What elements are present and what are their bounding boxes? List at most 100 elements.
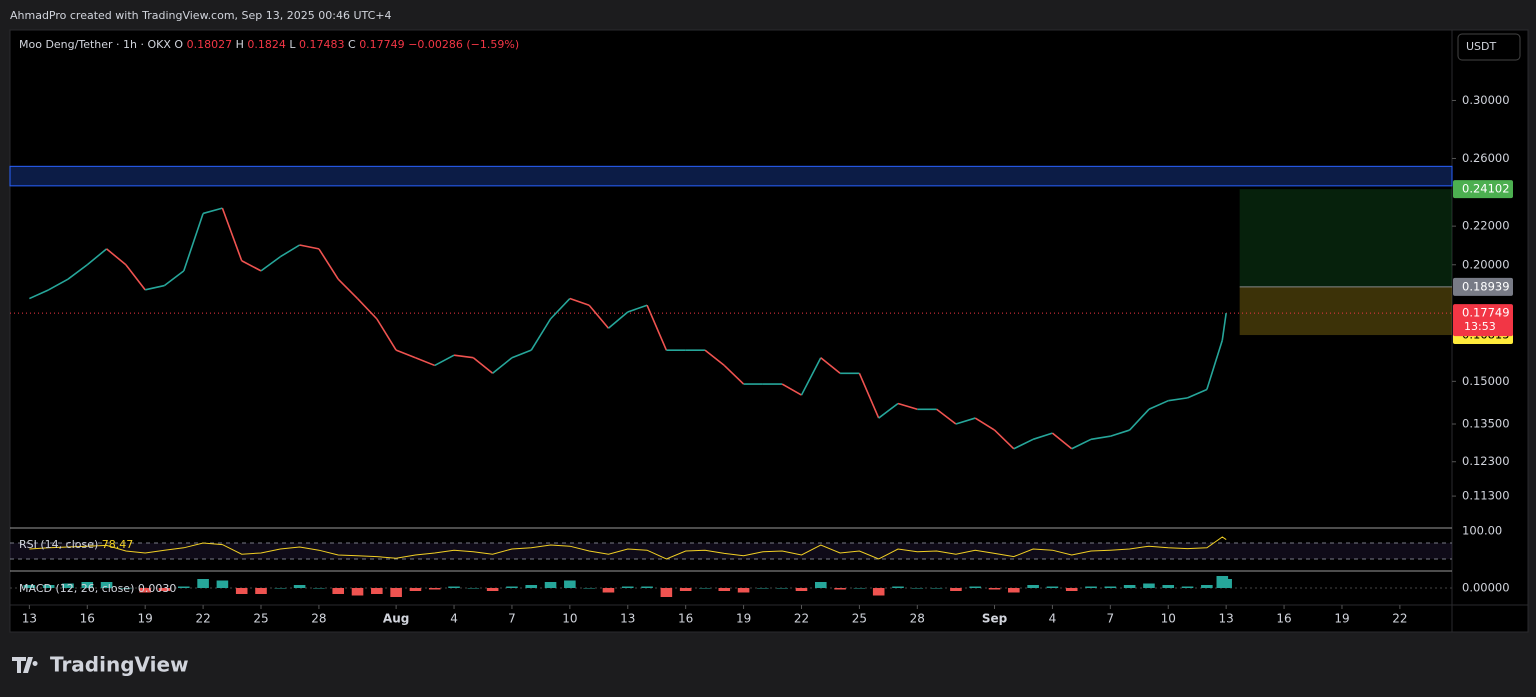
price-segment xyxy=(800,357,822,396)
resistance-zone xyxy=(9,165,1453,187)
macd-bar xyxy=(62,583,74,588)
macd-bar xyxy=(81,582,94,588)
macd-bar xyxy=(815,582,827,588)
price-segment xyxy=(492,357,513,374)
macd-bar xyxy=(1065,588,1078,591)
credit: AhmadPro created with TradingView.com, S… xyxy=(10,9,391,22)
macd-bar xyxy=(641,586,653,588)
x-tick-label: 10 xyxy=(562,612,577,626)
y-tick-label: 0.12300 xyxy=(1462,454,1510,468)
x-tick-label: 22 xyxy=(195,612,210,626)
price-segment xyxy=(183,213,204,272)
x-tick-label: 16 xyxy=(1276,612,1291,626)
price-segment xyxy=(241,260,262,272)
macd-bar xyxy=(564,580,576,588)
macd-bar xyxy=(371,588,383,594)
price-segment xyxy=(1110,429,1130,437)
x-tick-label: 10 xyxy=(1161,612,1176,626)
macd-bar xyxy=(216,580,229,588)
x-tick-label: 7 xyxy=(1107,612,1115,626)
macd-bar xyxy=(718,588,731,591)
price-segment xyxy=(1013,438,1034,450)
price-segment xyxy=(511,349,532,359)
macd-bar xyxy=(293,585,306,588)
macd-bar xyxy=(930,588,943,589)
price-segment xyxy=(974,417,995,431)
macd-bar xyxy=(1085,586,1097,588)
price-segment xyxy=(820,357,841,374)
currency-button[interactable] xyxy=(1457,33,1521,61)
y-tick-label: 0.26000 xyxy=(1462,151,1510,165)
macd-bar xyxy=(834,588,846,590)
macd-bar xyxy=(506,586,518,588)
price-segment xyxy=(415,356,436,367)
price-segment xyxy=(993,429,1015,450)
price-segment xyxy=(646,304,668,351)
macd-bar xyxy=(197,579,209,588)
macd-bar xyxy=(544,582,557,588)
macd-bar xyxy=(274,588,287,589)
x-tick-label: 19 xyxy=(138,612,153,626)
macd-bar xyxy=(1123,585,1136,588)
y-tick-label: 0.13500 xyxy=(1462,417,1510,431)
macd-bar xyxy=(853,588,866,589)
price-segment xyxy=(125,264,146,291)
macd-bar xyxy=(525,585,538,588)
price-segment xyxy=(1221,313,1227,341)
macd-bar xyxy=(757,588,769,589)
x-tick-label: 16 xyxy=(80,612,95,626)
macd-bar xyxy=(351,588,364,596)
price-badge xyxy=(1453,304,1513,337)
macd-bar xyxy=(1104,586,1117,588)
price-segment xyxy=(878,402,899,419)
macd-bar xyxy=(679,588,692,591)
price-segment xyxy=(221,207,243,262)
legend: Moo Deng/Tether · 1h · OKX O 0.18027 H 0… xyxy=(19,38,519,51)
y-tick-label: 0.11300 xyxy=(1462,489,1510,503)
price-segment xyxy=(318,248,339,280)
macd-bar xyxy=(120,588,132,589)
price-segment xyxy=(472,357,494,374)
macd-bar xyxy=(158,588,171,591)
symbol: Moo Deng/Tether · 1h · OKX xyxy=(19,38,171,51)
macd-bar xyxy=(313,588,325,589)
price-segment xyxy=(723,364,745,385)
macd-bar xyxy=(23,585,36,588)
price-segment xyxy=(86,248,108,266)
rsi-title: RSI (14, close) xyxy=(19,538,98,551)
price-segment xyxy=(781,383,802,396)
chart-frame xyxy=(9,29,1529,633)
price-segment xyxy=(453,354,474,359)
price-segment xyxy=(395,349,416,359)
price-segment xyxy=(279,244,301,258)
x-tick-label: 22 xyxy=(1392,612,1407,626)
rsi-legend: RSI (14, close) 78.47 xyxy=(19,538,133,551)
price-segment xyxy=(376,318,397,351)
macd-bar xyxy=(660,588,673,597)
currency-label[interactable]: USDT xyxy=(1466,40,1497,53)
stop-area xyxy=(1239,286,1452,336)
rsi-tick-label: 100.00 xyxy=(1462,524,1502,538)
price-segment xyxy=(858,372,880,419)
ohlc-label: H xyxy=(236,38,244,51)
price-segment xyxy=(1051,432,1073,450)
price-segment xyxy=(955,417,976,425)
logo: TradingView xyxy=(12,653,189,677)
price-badge xyxy=(1453,180,1513,199)
y-tick-label: 0.22000 xyxy=(1462,219,1510,233)
macd-bar xyxy=(950,588,962,591)
price-segment xyxy=(530,318,552,351)
x-tick-label: 25 xyxy=(253,612,268,626)
x-tick-label: 16 xyxy=(678,612,693,626)
price-segment xyxy=(1187,388,1208,399)
macd-bar xyxy=(255,588,267,594)
x-tick-label: Sep xyxy=(982,612,1008,626)
macd-bar xyxy=(911,588,924,589)
price-segment xyxy=(337,278,359,300)
macd-bar xyxy=(621,586,634,588)
price-segment xyxy=(897,402,918,411)
ohlc-label: C xyxy=(348,38,356,51)
price-segment xyxy=(569,297,590,306)
macd-bar xyxy=(892,586,904,588)
